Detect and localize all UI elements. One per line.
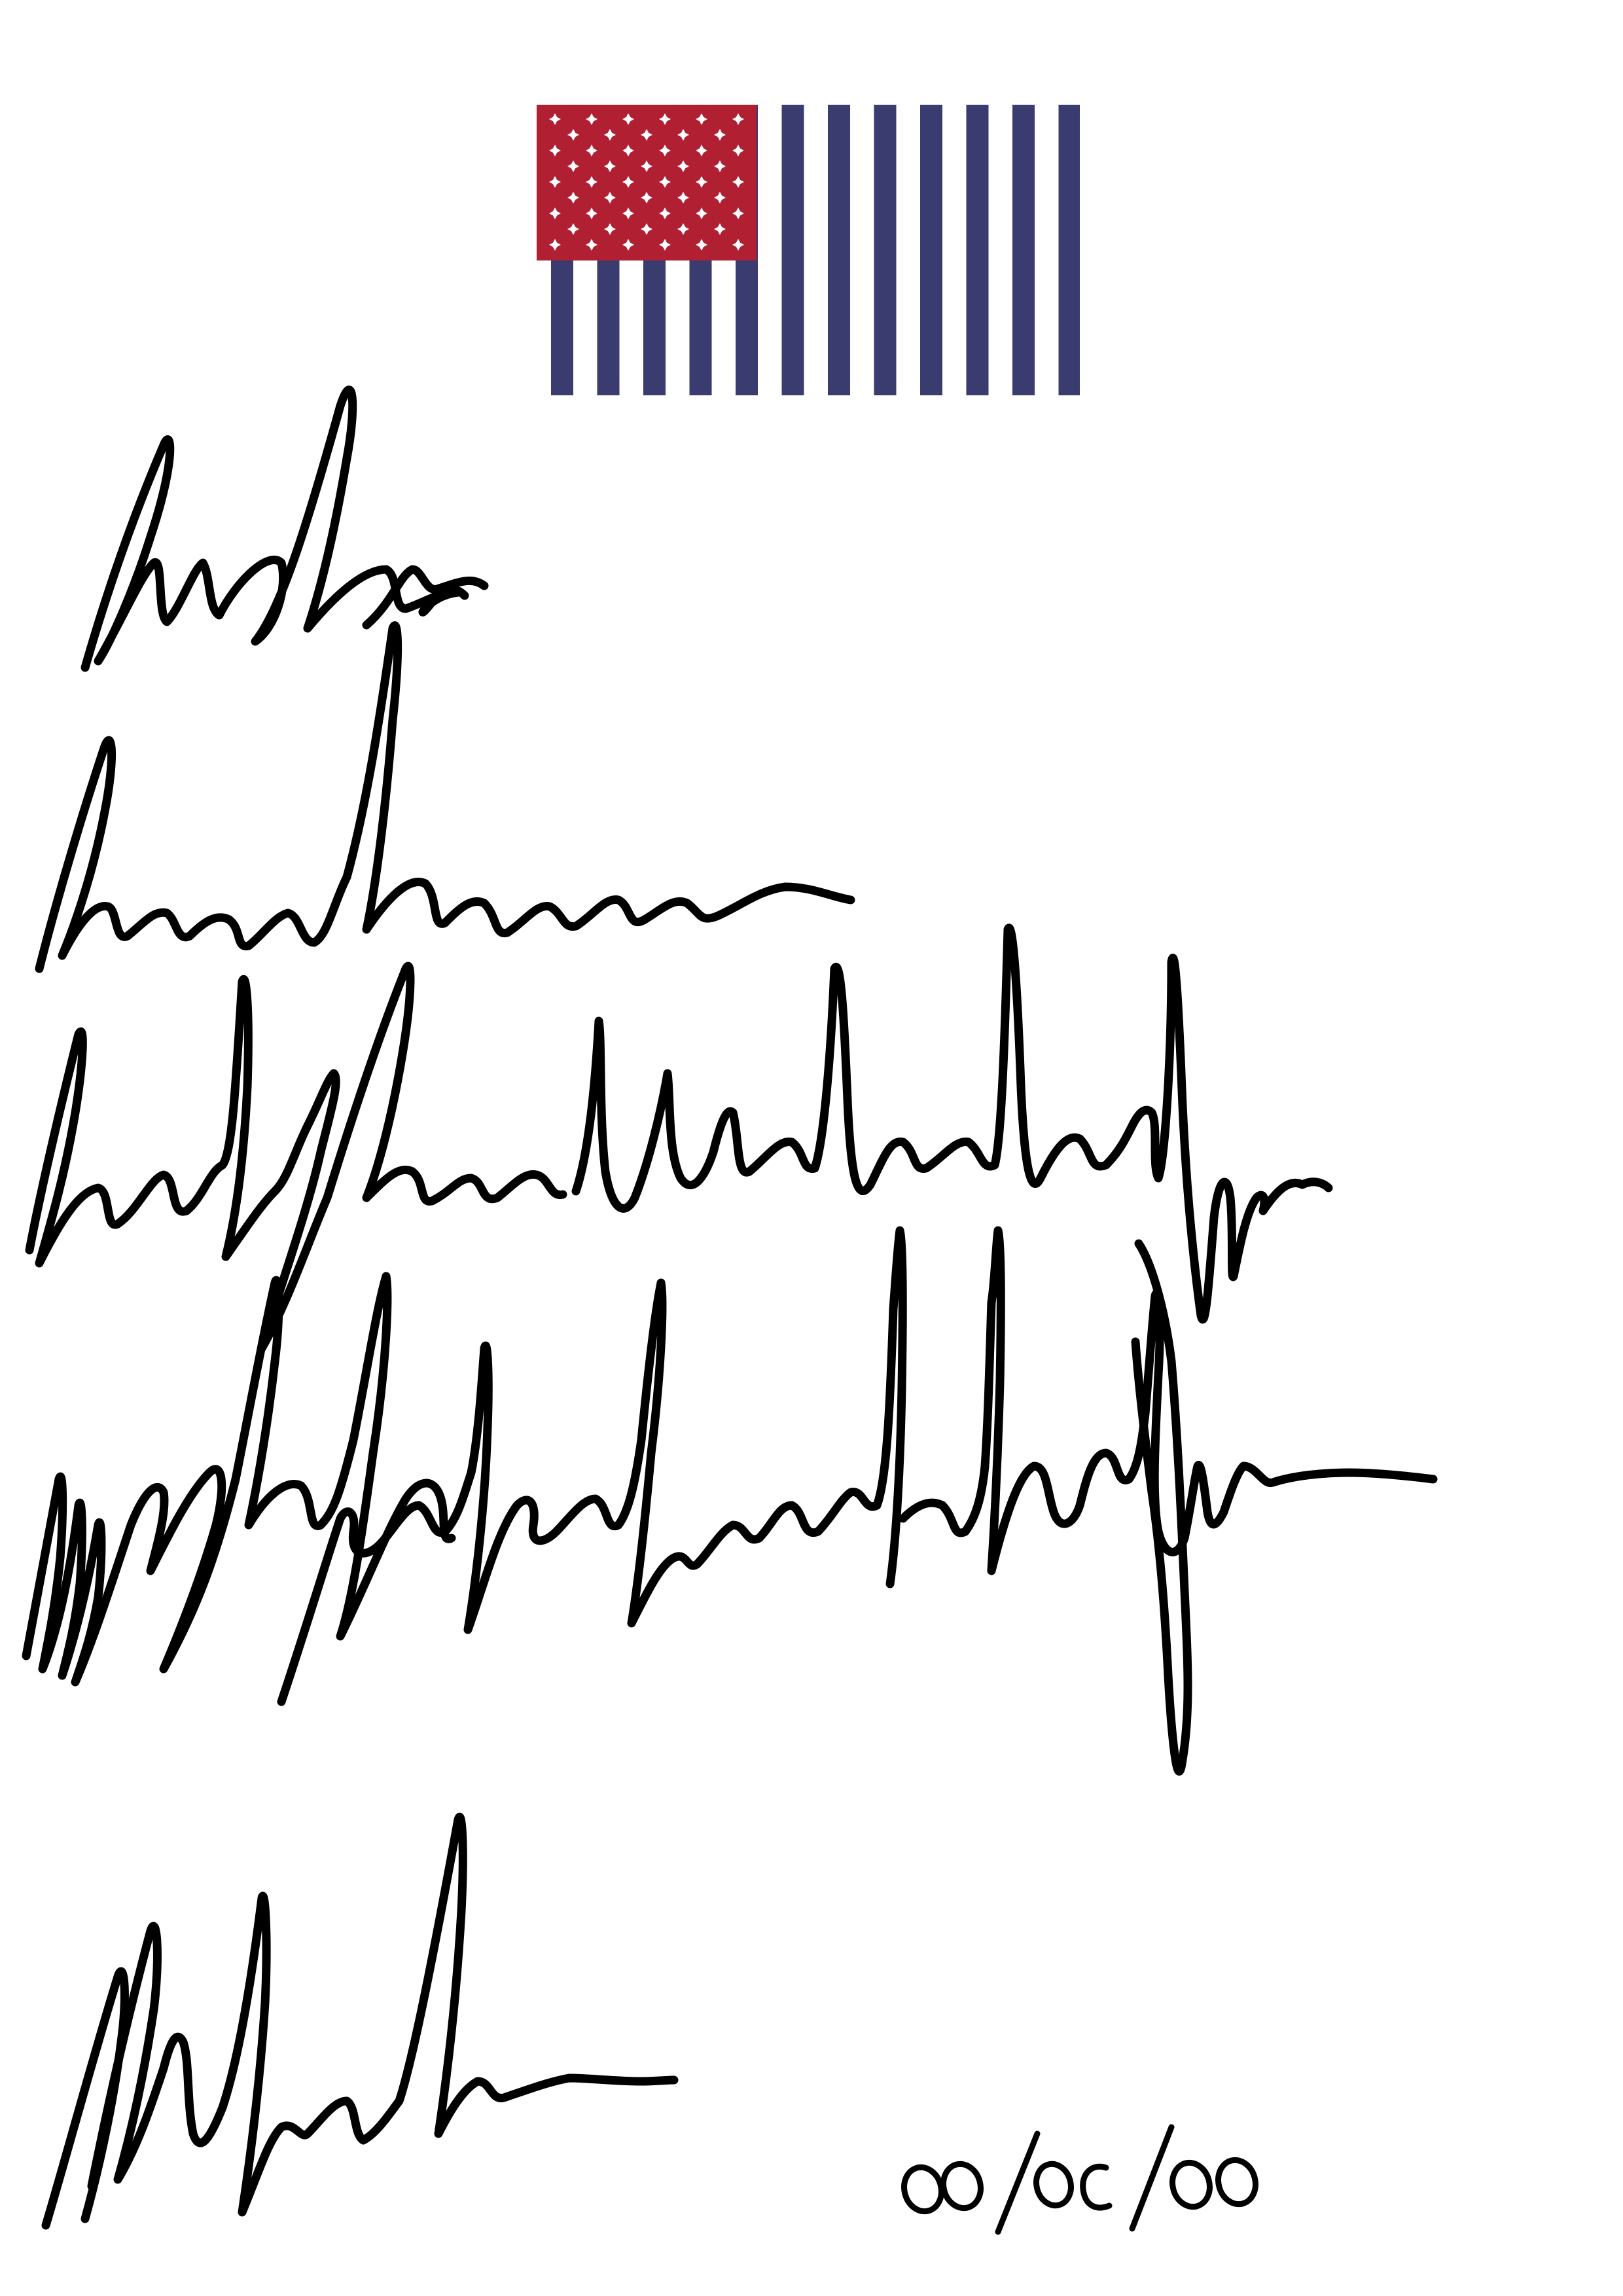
flag-star <box>696 113 707 125</box>
flag-star <box>659 207 671 219</box>
flag-star <box>732 239 744 251</box>
flag-star <box>586 239 597 251</box>
flag-stripe <box>874 105 897 395</box>
flag-star <box>732 207 744 219</box>
flag-star <box>586 145 597 156</box>
flag-stars <box>549 113 744 251</box>
flag-stripe <box>781 105 804 395</box>
flag-star <box>714 223 726 235</box>
flag-star <box>732 176 744 188</box>
flag-star <box>549 239 561 251</box>
flag-star <box>567 129 579 141</box>
flag-star <box>549 113 561 125</box>
scribble-line-4-c <box>899 1226 1438 1575</box>
flag-star <box>549 176 561 188</box>
flag-star <box>622 145 634 156</box>
flag-star <box>586 176 597 188</box>
flag-star <box>714 192 726 204</box>
flag-star <box>604 192 616 204</box>
flag-star <box>659 176 671 188</box>
flag-star <box>659 113 671 125</box>
flag-star <box>696 207 707 219</box>
scribble-line-3 <box>25 961 567 1353</box>
flag-stripe <box>828 105 850 395</box>
flag-star <box>732 113 744 125</box>
flag-star <box>677 223 689 235</box>
flag-star <box>696 145 707 156</box>
flag-star <box>732 145 744 156</box>
scribble-line-1-b <box>362 565 489 630</box>
flag-star <box>567 192 579 204</box>
flag-star <box>622 176 634 188</box>
scribble-line-5 <box>87 1812 679 2217</box>
flag-star <box>696 239 707 251</box>
flag-star <box>714 160 726 172</box>
flag-star <box>567 160 579 172</box>
flag-star <box>622 113 634 125</box>
flag-star <box>622 207 634 219</box>
flag-star <box>586 113 597 125</box>
flag-star <box>696 176 707 188</box>
flag-star <box>641 129 652 141</box>
flag-star <box>641 160 652 172</box>
flag-star <box>641 223 652 235</box>
flag-star <box>604 160 616 172</box>
flag-stripe <box>1012 105 1035 395</box>
flag-star <box>677 129 689 141</box>
scribble-line-4-d <box>1131 1239 1192 1776</box>
flag-star <box>677 160 689 172</box>
flag-star <box>549 145 561 156</box>
flag-star <box>586 207 597 219</box>
flag-star <box>549 207 561 219</box>
flag-star <box>659 239 671 251</box>
scribble-line-1 <box>80 386 469 672</box>
flag-star <box>659 145 671 156</box>
flag-star <box>604 223 616 235</box>
flag-star <box>567 223 579 235</box>
flag-star <box>677 192 689 204</box>
flag-star <box>641 192 652 204</box>
scribble-line-3-b <box>571 924 1333 1324</box>
handwritten-date <box>901 2124 1258 2235</box>
scribble-line-2 <box>35 621 855 973</box>
scribble-line-5-b <box>41 1967 129 2230</box>
scribble-line-4-b <box>277 1226 907 1706</box>
flag-stripe <box>920 105 942 395</box>
flag-stripe <box>1058 105 1080 395</box>
stylized-flag-icon <box>537 105 1080 395</box>
flag-star <box>714 129 726 141</box>
flag-star <box>604 129 616 141</box>
flag-star <box>622 239 634 251</box>
flag-stripe <box>966 105 989 395</box>
scribble-line-4 <box>22 1272 456 1687</box>
